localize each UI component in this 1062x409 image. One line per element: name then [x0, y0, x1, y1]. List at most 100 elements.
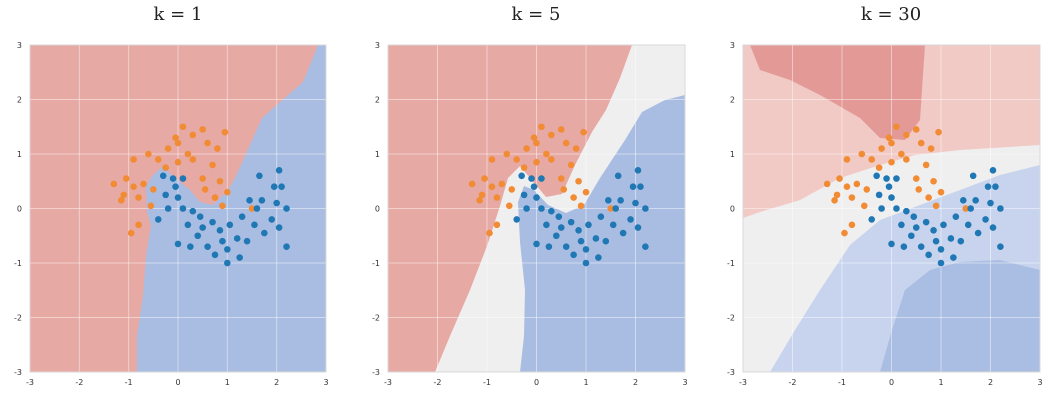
orange-point [481, 175, 488, 182]
blue-point [930, 227, 937, 234]
y-tick-label: 0 [375, 205, 380, 214]
blue-point [627, 216, 634, 223]
orange-point [860, 202, 868, 210]
orange-point [533, 139, 540, 147]
blue-point [224, 259, 231, 267]
y-tick-label: -2 [14, 314, 22, 323]
x-tick-label: -3 [739, 378, 747, 387]
blue-point [637, 183, 644, 190]
blue-point [174, 194, 182, 201]
orange-point [110, 180, 118, 188]
orange-point [922, 161, 930, 169]
blue-point [275, 224, 283, 231]
blue-point [179, 205, 187, 212]
x-tick-label: 1 [583, 378, 588, 387]
x-tick-label: -3 [384, 378, 392, 387]
blue-point [256, 172, 263, 180]
orange-point [130, 156, 137, 163]
orange-point [572, 145, 580, 152]
orange-point [962, 205, 970, 212]
blue-point [246, 197, 253, 204]
plot-area-border [387, 44, 686, 373]
x-tick-label: 2 [988, 378, 993, 387]
x-tick-label: -1 [483, 378, 491, 387]
blue-point [513, 216, 520, 223]
blue-point [533, 240, 540, 248]
blue-point [987, 199, 994, 207]
orange-point [164, 145, 172, 152]
x-tick-label: 0 [175, 378, 180, 387]
orange-point [189, 156, 197, 163]
x-tick-label: -2 [434, 378, 442, 387]
y-tick-label: 2 [375, 96, 380, 105]
orange-point [201, 186, 209, 193]
blue-point [982, 216, 989, 223]
blue-point [602, 237, 610, 245]
blue-point [270, 183, 278, 190]
orange-point [162, 164, 169, 171]
blue-point [642, 243, 649, 250]
blue-point [154, 216, 162, 223]
blue-point [575, 227, 582, 234]
orange-point [117, 197, 125, 204]
x-tick-label: -1 [125, 378, 133, 387]
plot-area-border [742, 44, 1041, 373]
blue-point [159, 172, 167, 180]
orange-point [932, 202, 940, 210]
blue-point [278, 183, 285, 190]
orange-point [219, 202, 226, 210]
x-tick-label: 3 [323, 378, 328, 387]
blue-point [585, 221, 592, 229]
blue-point [900, 243, 908, 250]
blue-point [947, 235, 955, 242]
orange-point [878, 145, 885, 152]
blue-point [518, 172, 525, 180]
x-tick-label: -2 [789, 378, 797, 387]
blue-point [179, 175, 187, 182]
blue-point [196, 213, 204, 220]
blue-point [940, 221, 947, 229]
blue-point [932, 237, 940, 245]
y-tick-label: 3 [730, 41, 735, 50]
blue-point [233, 235, 241, 242]
y-tick-label: 3 [375, 41, 380, 50]
blue-point [273, 199, 280, 207]
y-tick-labels: 3 2 1 0 -1 -2 -3 [727, 41, 735, 377]
blue-point [211, 251, 219, 259]
orange-point [935, 128, 942, 136]
blue-class-region-strong [880, 260, 1040, 372]
orange-point [917, 139, 925, 147]
orange-point [570, 194, 577, 201]
orange-point [503, 150, 511, 158]
orange-point [224, 188, 231, 196]
orange-point [513, 156, 520, 163]
blue-class-region [518, 95, 685, 372]
orange-point [575, 177, 582, 185]
blue-point [275, 167, 283, 174]
orange-point [557, 175, 565, 182]
orange-point [172, 134, 179, 141]
blue-point [204, 243, 211, 250]
orange-point [538, 123, 545, 131]
blue-point [984, 183, 992, 190]
blue-point [908, 232, 915, 240]
orange-point [562, 139, 570, 147]
blue-point [194, 232, 202, 240]
x-tick-label: 2 [633, 378, 638, 387]
orange-point [533, 158, 540, 166]
blue-point [261, 229, 268, 237]
y-tick-label: 0 [730, 205, 735, 214]
orange-point [122, 175, 130, 182]
y-tick-label: -3 [14, 368, 22, 377]
blue-point [922, 218, 930, 226]
blue-point [925, 251, 932, 259]
blue-point [236, 254, 243, 261]
orange-point [557, 126, 565, 133]
blue-point [609, 221, 617, 229]
orange-point [179, 123, 187, 131]
blue-point [950, 254, 957, 261]
blue-point [885, 183, 893, 190]
blue-point [523, 205, 530, 212]
orange-point [925, 194, 932, 201]
y-tick-label: 1 [375, 150, 380, 159]
